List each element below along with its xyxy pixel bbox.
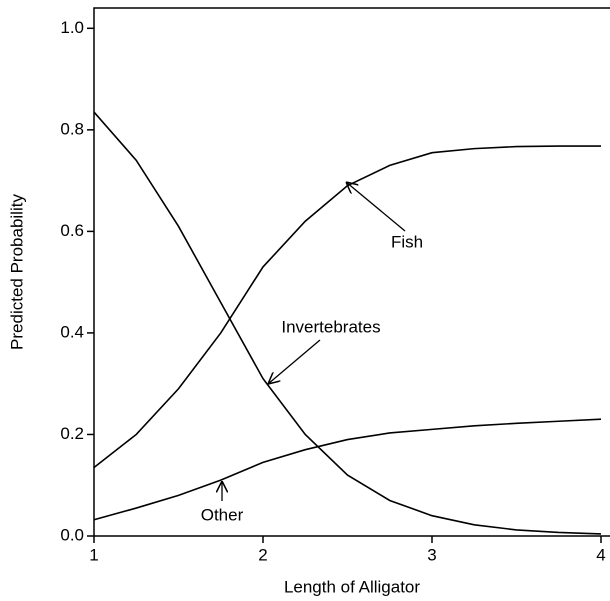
x-tick-label: 1 (89, 545, 98, 564)
x-tick-label: 2 (258, 545, 267, 564)
y-tick-label: 0.6 (60, 221, 84, 240)
y-tick-label: 0.2 (60, 424, 84, 443)
y-tick-label: 0.8 (60, 119, 84, 138)
line-series (93, 111, 602, 535)
line-series (93, 145, 601, 469)
plot-frame (93, 7, 610, 537)
annotation-arrow (346, 182, 406, 232)
x-tick-label: 3 (427, 545, 436, 564)
y-axis-label: Predicted Probability (7, 194, 26, 350)
annotation: Invertebrates (281, 317, 380, 336)
annotation: Other (201, 505, 244, 524)
y-tick-label: 0.4 (60, 322, 84, 341)
annotation-arrow (268, 339, 321, 384)
line-series (93, 418, 602, 521)
x-tick-label: 4 (596, 545, 605, 564)
annotation: Fish (391, 232, 423, 251)
y-tick-label: 0.0 (60, 525, 84, 544)
y-tick-label: 1.0 (60, 18, 84, 37)
x-axis-label: Length of Alligator (284, 577, 420, 596)
